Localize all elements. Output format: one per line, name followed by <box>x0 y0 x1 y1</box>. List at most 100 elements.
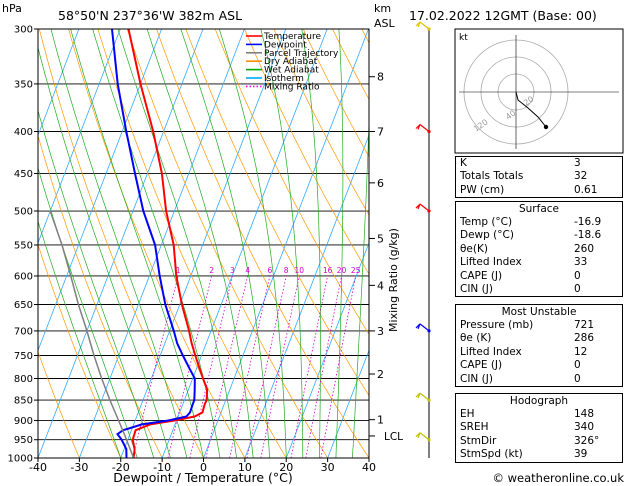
dry-adiabat-line <box>38 134 163 458</box>
pressure-label: 400 <box>14 127 33 138</box>
mixing-ratio-line <box>132 275 179 458</box>
pressure-label: 800 <box>14 374 33 385</box>
wet-adiabat-line <box>70 29 204 458</box>
asl-label: ASL <box>374 17 396 30</box>
km-label: 5 <box>377 232 384 245</box>
km-label: 2 <box>377 368 384 381</box>
table-row: Lifted Index 33 <box>456 256 622 269</box>
km-label: 1 <box>377 414 384 427</box>
wind-barb-dot <box>427 398 431 402</box>
row-label: Temp (°C) <box>460 216 513 228</box>
wind-barb-dot <box>427 438 431 442</box>
legend-label: Dewpoint <box>264 40 307 50</box>
row-value: -18.6 <box>574 229 602 242</box>
row-value: 0 <box>574 359 581 372</box>
mixing-ratio-label: 10 <box>295 266 305 275</box>
wet-adiabat-line <box>38 46 171 458</box>
hodograph-unit-label: kt <box>459 33 468 43</box>
dry-adiabat-line <box>38 243 122 458</box>
mixing-ratio-label: 8 <box>284 266 289 275</box>
mixing-ratio-label: 3 <box>230 266 235 275</box>
table-row: θe(K) 260 <box>456 243 622 256</box>
isotherm-line <box>38 29 204 458</box>
row-value: 0 <box>574 282 581 295</box>
pressure-label: 300 <box>14 25 33 36</box>
row-label: StmSpd (kt) <box>460 448 523 461</box>
km-label: 4 <box>377 279 384 292</box>
mixing-ratio-label: 25 <box>351 266 361 275</box>
mixing-ratio-label: 6 <box>268 266 273 275</box>
pressure-label: 600 <box>14 271 33 282</box>
dry-adiabat-line <box>156 29 369 458</box>
wind-barb <box>415 203 431 213</box>
pressure-label: 550 <box>14 240 33 251</box>
row-value: 12 <box>574 345 588 358</box>
wet-adiabat-line <box>301 29 321 458</box>
temperature-label: -10 <box>153 461 171 474</box>
km-label: 7 <box>377 126 384 139</box>
wind-barb-dot <box>427 329 431 333</box>
mixing-ratio-label: 20 <box>337 266 347 275</box>
pressure-label: 700 <box>14 326 33 337</box>
mixing-ratio-line <box>305 275 342 458</box>
row-label: Pressure (mb) <box>460 319 534 331</box>
dry-adiabat-line <box>244 29 369 275</box>
row-label: θe(K) <box>460 242 488 255</box>
temperature-label: 10 <box>238 461 252 474</box>
table-row: CAPE (J) 0 <box>456 359 622 372</box>
table-title: Hodograph <box>509 395 569 407</box>
mixing-ratio-line <box>246 275 287 458</box>
dry-adiabat-line <box>38 350 80 458</box>
lcl-label: LCL <box>384 431 403 443</box>
km-label: 3 <box>377 325 384 338</box>
pressure-label: 500 <box>14 207 33 218</box>
temperature-label: -40 <box>29 461 47 474</box>
table-row: CIN (J) 0 <box>456 373 622 386</box>
dry-adiabat-line <box>273 29 369 216</box>
row-label: CIN (J) <box>460 372 493 385</box>
isotherm-line <box>79 29 245 458</box>
km-label: km <box>374 2 391 15</box>
table-row: CIN (J) 0 <box>456 283 622 296</box>
pressure-label: 650 <box>14 300 33 311</box>
dry-adiabat-line <box>214 29 369 335</box>
temperature-label: -30 <box>70 461 88 474</box>
row-value: 0 <box>574 372 581 385</box>
surface-table: Surface Temp (°C) -16.9 Dewp (°C) -18.6 θe(K)… <box>455 201 623 298</box>
row-value: 32 <box>574 170 588 183</box>
mixing-ratio-line <box>229 275 271 458</box>
row-value: 0.61 <box>574 183 598 196</box>
row-value: 326° <box>574 434 600 447</box>
row-value: 3 <box>574 157 581 169</box>
temperature-label: 30 <box>321 461 335 474</box>
row-value: 0 <box>574 269 581 282</box>
row-label: θe (K) <box>460 332 492 345</box>
isotherm-line <box>244 134 369 458</box>
wet-adiabat-line <box>180 29 271 458</box>
wind-barb <box>415 124 431 134</box>
row-label: Totals Totals <box>460 170 524 183</box>
temperature-label: 0 <box>200 461 207 474</box>
wet-adiabat-line <box>335 29 344 458</box>
mixing-ratio-label: 16 <box>323 266 333 275</box>
wind-barb-shape <box>415 432 430 441</box>
mixing-ratio-line <box>290 275 328 458</box>
dry-adiabat-line <box>38 29 204 458</box>
temperature-label: 40 <box>362 461 376 474</box>
table-title: Most Unstable <box>501 306 577 318</box>
dry-adiabat-line <box>97 29 287 458</box>
station-header: 58°50'N 237°36'W 382m ASL <box>58 8 242 23</box>
dry-adiabat-line <box>68 29 246 458</box>
row-value: 286 <box>574 332 595 345</box>
wet-adiabat-line <box>38 220 122 458</box>
wet-adiabat-line <box>260 29 304 458</box>
temperature-label: -20 <box>112 461 130 474</box>
isotherm-line <box>327 349 369 458</box>
pressure-label: 1000 <box>8 454 33 465</box>
row-label: PW (cm) <box>460 183 505 196</box>
row-value: 33 <box>574 256 588 269</box>
legend-label: Temperature <box>263 32 321 42</box>
table-row: Pressure (mb) 721 <box>456 319 622 332</box>
